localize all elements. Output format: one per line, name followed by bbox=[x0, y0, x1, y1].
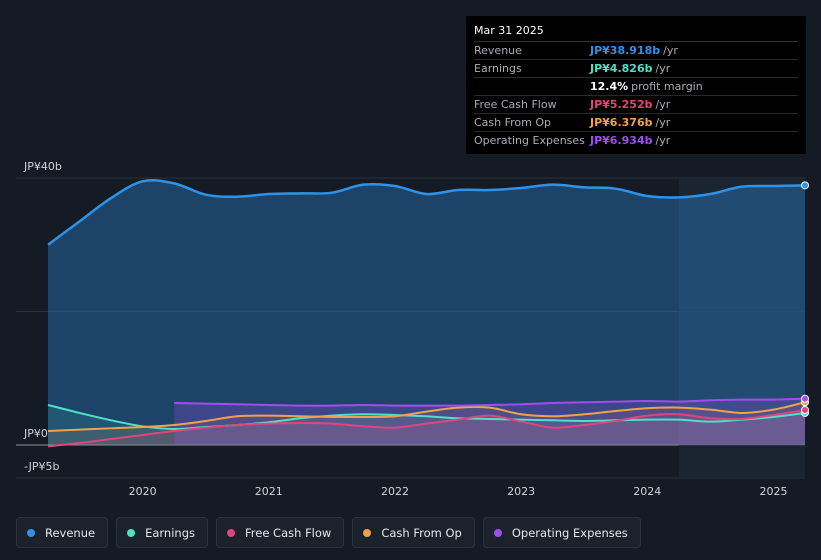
tooltip-row: Free Cash Flow JP¥5.252b/yr bbox=[474, 96, 798, 114]
area-free-cash-flow bbox=[48, 409, 805, 447]
tooltip-row-unit: /yr bbox=[663, 44, 678, 57]
line-free-cash-flow bbox=[47, 408, 806, 448]
tooltip-row: Operating Expenses JP¥6.934b/yr bbox=[474, 132, 798, 149]
area-operating-expenses bbox=[174, 398, 805, 445]
tooltip-row-label: Earnings bbox=[474, 62, 522, 75]
tooltip-row-label: Free Cash Flow bbox=[474, 98, 557, 111]
x-tick-label: 2022 bbox=[381, 485, 409, 498]
tooltip-row-unit: /yr bbox=[655, 98, 671, 111]
legend-item-revenue[interactable]: Revenue bbox=[16, 517, 109, 548]
legend-item-cash-from-op[interactable]: Cash From Op bbox=[352, 517, 475, 548]
y-tick-label: -JP¥5b bbox=[24, 460, 59, 473]
end-dot-free-cash-flow bbox=[801, 405, 809, 414]
tooltip-row-value: JP¥4.826b bbox=[590, 62, 653, 75]
legend-dot-icon bbox=[227, 528, 235, 537]
x-tick-label: 2021 bbox=[255, 485, 283, 498]
legend-label: Earnings bbox=[145, 525, 195, 540]
tooltip-row-unit: /yr bbox=[655, 116, 671, 129]
chart-grid bbox=[16, 177, 805, 479]
legend-dot-icon bbox=[127, 528, 136, 537]
legend-item-free-cash-flow[interactable]: Free Cash Flow bbox=[216, 517, 345, 548]
tooltip-row-value: JP¥6.376b bbox=[590, 116, 653, 129]
legend-label: Free Cash Flow bbox=[245, 525, 332, 540]
tooltip-row-label bbox=[474, 78, 590, 95]
area-earnings bbox=[48, 404, 805, 445]
tooltip-row: 12.4% profit margin bbox=[474, 78, 798, 96]
tooltip-row-value: JP¥38.918b bbox=[590, 44, 661, 57]
tooltip-row-label: Revenue bbox=[474, 44, 522, 57]
legend-item-earnings[interactable]: Earnings bbox=[116, 517, 208, 548]
x-tick-label: 2025 bbox=[759, 485, 787, 498]
tooltip-row-value: JP¥6.934b bbox=[590, 134, 653, 147]
legend-item-operating-expenses[interactable]: Operating Expenses bbox=[482, 517, 641, 548]
line-cash-from-op bbox=[47, 401, 806, 432]
highlight-rect bbox=[678, 178, 805, 478]
tooltip-row: Earnings JP¥4.826b/yr bbox=[474, 60, 798, 78]
x-axis-labels: 2020 2021 2022 2023 2024 2025 bbox=[129, 485, 788, 498]
tooltip-row: Cash From Op JP¥6.376b/yr bbox=[474, 114, 798, 132]
end-dot-revenue bbox=[801, 181, 809, 190]
tooltip-row-value: JP¥5.252b bbox=[590, 98, 653, 111]
line-operating-expenses bbox=[174, 397, 806, 407]
tooltip-row-value: 12.4% bbox=[590, 80, 629, 93]
legend-label: Operating Expenses bbox=[511, 525, 628, 540]
end-dot-operating-expenses bbox=[801, 394, 809, 403]
y-axis-labels: JP¥40b JP¥0 -JP¥5b bbox=[23, 160, 62, 473]
legend-dot-icon bbox=[27, 528, 35, 537]
x-tick-label: 2023 bbox=[507, 485, 535, 498]
tooltip-row-unit: /yr bbox=[655, 62, 671, 75]
x-tick-label: 2020 bbox=[129, 485, 157, 498]
chart-highlight-region bbox=[678, 178, 805, 478]
line-revenue bbox=[47, 179, 806, 246]
area-revenue bbox=[48, 180, 805, 445]
y-tick-label: JP¥0 bbox=[23, 427, 48, 440]
tooltip-row: Revenue JP¥38.918b/yr bbox=[474, 42, 798, 60]
chart-legend: Revenue Earnings Free Cash Flow Cash From O… bbox=[16, 517, 641, 550]
series-end-dots bbox=[801, 181, 809, 417]
series-areas bbox=[48, 180, 805, 447]
tooltip-row-unit: profit margin bbox=[631, 80, 703, 93]
tooltip-row-label: Cash From Op bbox=[474, 116, 552, 129]
series-lines bbox=[47, 179, 806, 448]
chart-tooltip: Mar 31 2025 Revenue JP¥38.918b/yr Earnings… bbox=[466, 16, 806, 154]
legend-dot-icon bbox=[493, 528, 502, 537]
tooltip-row-label: Operating Expenses bbox=[474, 134, 585, 147]
legend-label: Cash From Op bbox=[381, 525, 462, 540]
x-tick-label: 2024 bbox=[633, 485, 661, 498]
tooltip-date: Mar 31 2025 bbox=[474, 23, 798, 42]
line-earnings bbox=[47, 403, 806, 430]
legend-label: Revenue bbox=[45, 525, 96, 540]
tooltip-row-unit: /yr bbox=[655, 134, 671, 147]
legend-dot-icon bbox=[363, 528, 372, 537]
y-tick-label: JP¥40b bbox=[23, 160, 62, 173]
